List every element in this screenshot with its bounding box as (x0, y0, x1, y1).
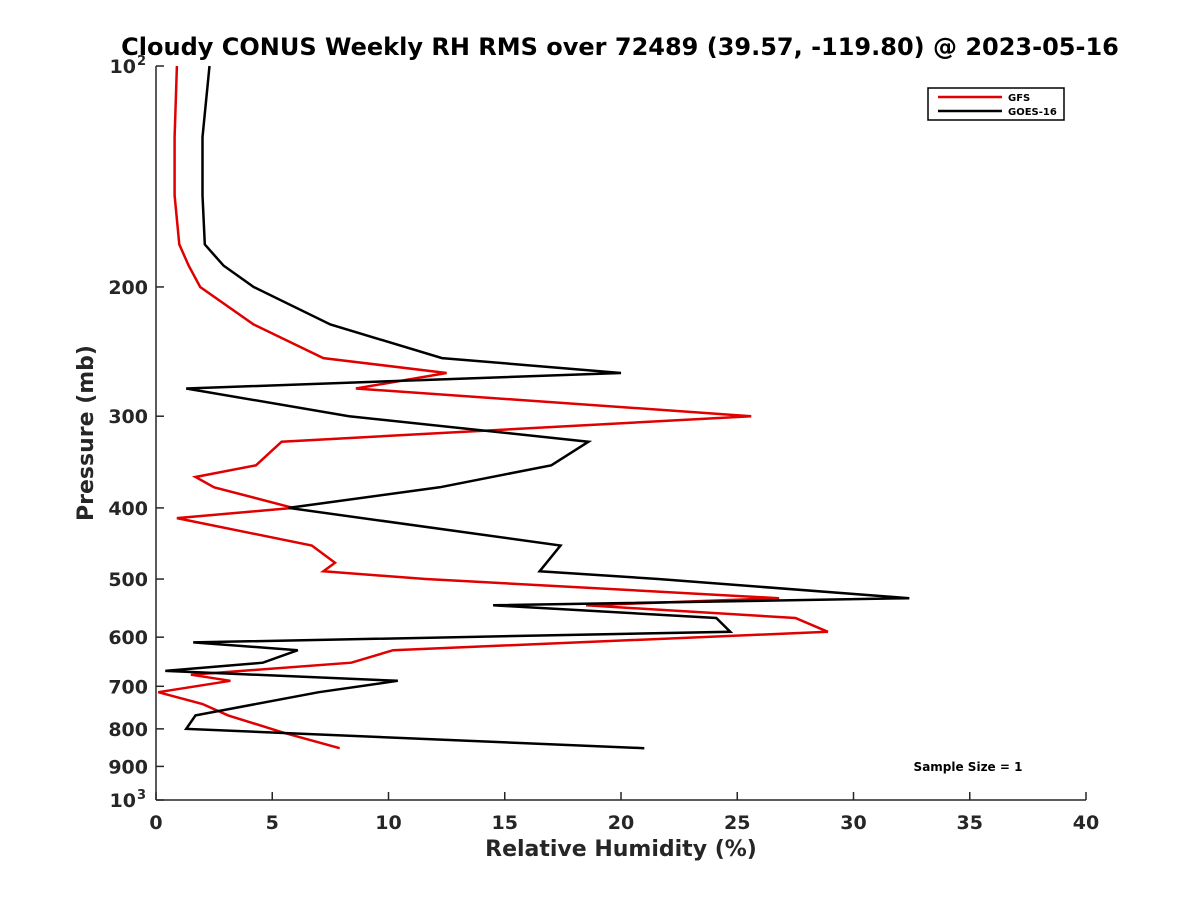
legend-label-gfs: GFS (1008, 93, 1030, 104)
series-layer (157, 65, 910, 750)
series-line-goes16 (165, 65, 910, 750)
x-tick-label: 0 (149, 812, 162, 834)
y-tick-label: 200 (108, 277, 148, 299)
series-line-gfs (157, 65, 829, 750)
y-tick-label: 800 (108, 719, 148, 741)
y-tick-label-exponent: 2 (137, 54, 146, 69)
legend-label-goes16: GOES-16 (1008, 107, 1057, 118)
x-tick-label: 5 (266, 812, 279, 834)
y-tick-label: 900 (108, 756, 148, 778)
x-tick-label: 40 (1073, 812, 1099, 834)
x-tick-label: 25 (724, 812, 750, 834)
y-tick-label: 700 (108, 676, 148, 698)
y-tick-label-exponent: 3 (137, 788, 146, 803)
legend-box (927, 87, 1065, 121)
x-axis-ticks: 0 5 10 15 20 25 30 35 40 (149, 792, 1099, 834)
y-axis-label: Pressure (mb) (74, 345, 99, 521)
x-tick-label: 15 (492, 812, 518, 834)
x-tick-label: 10 (375, 812, 401, 834)
x-tick-label: 35 (957, 812, 983, 834)
x-axis-label: Relative Humidity (%) (485, 837, 757, 862)
y-tick-label: 600 (108, 627, 148, 649)
chart-title: Cloudy CONUS Weekly RH RMS over 72489 (3… (121, 33, 1119, 61)
y-tick-label: 400 (108, 498, 148, 520)
sample-size-annotation: Sample Size = 1 (914, 760, 1023, 774)
x-tick-label: 20 (608, 812, 634, 834)
y-tick-label: 10 (110, 56, 136, 78)
legend: GFS GOES-16 (927, 87, 1065, 121)
y-tick-label: 300 (108, 406, 148, 428)
y-tick-label: 10 (110, 790, 136, 812)
y-tick-label: 500 (108, 569, 148, 591)
x-tick-label: 30 (840, 812, 866, 834)
